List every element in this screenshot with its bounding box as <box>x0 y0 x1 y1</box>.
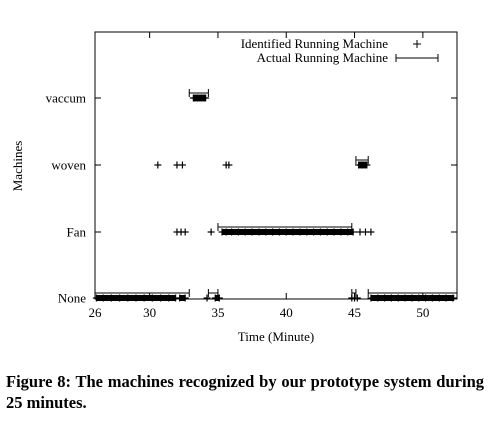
y-tick-label-vaccum: vaccum <box>46 91 86 106</box>
identified-point-fan-2 <box>181 228 189 236</box>
x-tick-label-50: 50 <box>416 305 429 320</box>
x-tick-label-30: 30 <box>143 305 156 320</box>
x-axis: 26 30 35 40 45 50 <box>89 32 429 320</box>
legend-label-actual: Actual Running Machine <box>257 50 389 65</box>
identified-run-none-5 <box>215 295 220 301</box>
plot-frame <box>94 31 458 300</box>
machines-chart: None Fan woven vaccum 26 30 35 40 45 50 Machines… <box>10 31 458 344</box>
y-tick-label-fan: Fan <box>67 225 87 240</box>
y-axis: None Fan woven vaccum <box>46 91 457 306</box>
actual-segment-none-6 <box>367 289 458 297</box>
identified-point-fan-3 <box>207 228 215 236</box>
x-tick-label-40: 40 <box>280 305 293 320</box>
identified-run-none-6 <box>370 295 455 301</box>
identified-point-none-18 <box>353 294 361 302</box>
legend-label-identified: Identified Running Machine <box>241 36 389 51</box>
identified-run-woven-1 <box>358 162 367 168</box>
identified-point-fan-27 <box>367 228 375 236</box>
actual-segment-none-3 <box>94 289 190 297</box>
actual-segment-woven-1 <box>355 156 369 164</box>
identified-point-none-13 <box>203 294 211 302</box>
y-axis-label: Machines <box>10 141 25 192</box>
actual-running-segments <box>94 89 458 297</box>
identified-run-vaccum-0 <box>193 95 206 101</box>
actual-segment-vaccum-0 <box>188 89 209 97</box>
legend-marker-identified <box>413 40 421 48</box>
x-axis-label: Time (Minute) <box>238 329 314 344</box>
y-tick-label-woven: woven <box>51 158 86 173</box>
identified-run-fan-2 <box>222 229 354 235</box>
identified-point-woven-2 <box>178 161 186 169</box>
actual-segment-none-5 <box>351 289 357 297</box>
x-tick-label-26: 26 <box>89 305 103 320</box>
legend: Identified Running Machine Actual Runnin… <box>241 36 439 65</box>
legend-marker-actual <box>395 54 439 62</box>
identified-run-none-3 <box>96 295 176 301</box>
y-tick-label-none: None <box>58 291 86 306</box>
x-tick-label-35: 35 <box>211 305 224 320</box>
identified-point-woven-0 <box>154 161 162 169</box>
x-tick-label-45: 45 <box>348 305 361 320</box>
identified-point-woven-4 <box>225 161 233 169</box>
identified-run-none-4 <box>179 295 186 301</box>
figure-caption: Figure 8: The machines recognized by our… <box>6 372 484 412</box>
identified-running-points <box>92 94 457 302</box>
